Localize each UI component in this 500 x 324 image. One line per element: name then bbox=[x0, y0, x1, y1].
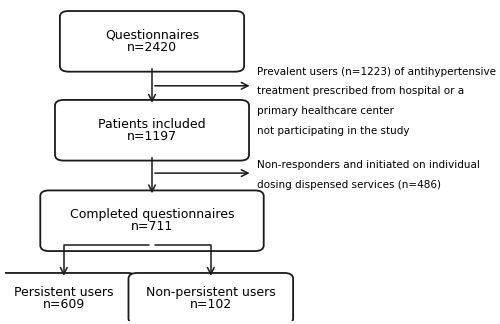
FancyBboxPatch shape bbox=[0, 273, 136, 324]
Text: treatment prescribed from hospital or a: treatment prescribed from hospital or a bbox=[258, 87, 464, 97]
Text: Persistent users: Persistent users bbox=[14, 286, 114, 299]
Text: n=1197: n=1197 bbox=[127, 130, 177, 143]
Text: not participating in the study: not participating in the study bbox=[258, 126, 410, 136]
Text: Prevalent users (n=1223) of antihypertensive: Prevalent users (n=1223) of antihyperten… bbox=[258, 67, 496, 77]
FancyBboxPatch shape bbox=[60, 11, 244, 72]
Text: n=609: n=609 bbox=[42, 298, 85, 311]
FancyBboxPatch shape bbox=[55, 100, 249, 161]
FancyBboxPatch shape bbox=[128, 273, 293, 324]
Text: n=2420: n=2420 bbox=[127, 41, 177, 54]
Text: Questionnaires: Questionnaires bbox=[105, 29, 199, 42]
Text: n=711: n=711 bbox=[131, 220, 173, 233]
Text: Non-responders and initiated on individual: Non-responders and initiated on individu… bbox=[258, 160, 480, 170]
FancyBboxPatch shape bbox=[40, 191, 264, 251]
Text: n=102: n=102 bbox=[190, 298, 232, 311]
Text: primary healthcare center: primary healthcare center bbox=[258, 106, 394, 116]
Text: Patients included: Patients included bbox=[98, 118, 206, 131]
Text: dosing dispensed services (n=486): dosing dispensed services (n=486) bbox=[258, 180, 442, 190]
Text: Completed questionnaires: Completed questionnaires bbox=[70, 208, 234, 221]
Text: Non-persistent users: Non-persistent users bbox=[146, 286, 276, 299]
